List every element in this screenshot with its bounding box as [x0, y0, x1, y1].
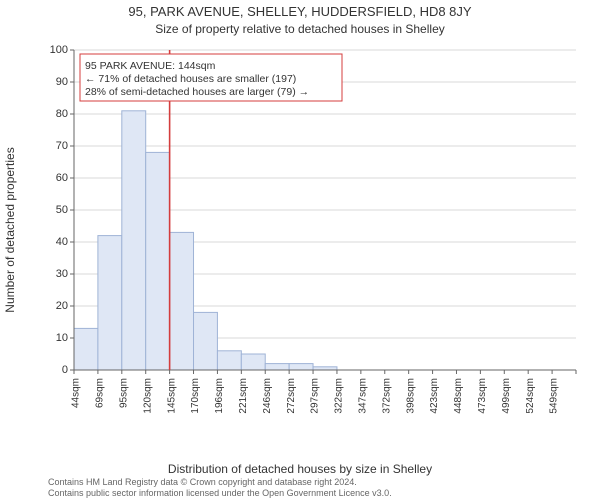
histogram-bar [170, 232, 194, 370]
annotation-line: 28% of semi-detached houses are larger (… [85, 86, 309, 98]
y-tick-label: 90 [56, 76, 68, 88]
histogram-bar [217, 351, 241, 370]
x-tick-label: 120sqm [142, 378, 153, 414]
y-tick-label: 80 [56, 108, 68, 120]
x-tick-label: 448sqm [453, 378, 464, 414]
y-tick-label: 30 [56, 268, 68, 280]
y-axis-label: Number of detached properties [3, 147, 17, 312]
x-tick-label: 297sqm [310, 378, 321, 414]
x-tick-label: 398sqm [405, 378, 416, 414]
chart-plot-area: 0 10 20 30 40 50 60 70 80 90 100 44sqm 69sqm 95sqm 120… [48, 44, 582, 424]
annotation-line: 95 PARK AVENUE: 144sqm [85, 60, 216, 72]
histogram-bar [289, 364, 313, 370]
x-tick-label: 170sqm [190, 378, 201, 414]
y-tick-label: 50 [56, 204, 68, 216]
histogram-svg: 0 10 20 30 40 50 60 70 80 90 100 44sqm 69sqm 95sqm 120… [48, 44, 582, 424]
annotation-line: ← 71% of detached houses are smaller (19… [85, 73, 296, 85]
x-tick-label: 44sqm [71, 378, 82, 408]
histogram-bar [74, 328, 98, 370]
histogram-bar [122, 111, 146, 370]
y-tick-label: 20 [56, 300, 68, 312]
y-tick-label: 60 [56, 172, 68, 184]
x-tick-label: 95sqm [118, 378, 129, 408]
histogram-bar [146, 152, 170, 370]
histogram-bar [194, 312, 218, 370]
x-tick-label: 322sqm [334, 378, 345, 414]
footnote-line-2: Contains public sector information licen… [48, 488, 392, 498]
x-tick-label: 372sqm [381, 378, 392, 414]
footnote-line-1: Contains HM Land Registry data © Crown c… [48, 477, 392, 487]
x-tick-label: 524sqm [525, 378, 536, 414]
x-tick-label: 473sqm [477, 378, 488, 414]
chart-title-main: 95, PARK AVENUE, SHELLEY, HUDDERSFIELD, … [0, 4, 600, 19]
x-tick-label: 347sqm [357, 378, 368, 414]
x-tick-label: 549sqm [549, 378, 560, 414]
histogram-bar [265, 364, 289, 370]
chart-title-sub: Size of property relative to detached ho… [0, 22, 600, 36]
x-axis-label: Distribution of detached houses by size … [0, 462, 600, 476]
x-tick-label: 221sqm [238, 378, 249, 414]
x-tick-label: 69sqm [95, 378, 106, 408]
x-tick-label: 423sqm [429, 378, 440, 414]
x-tick-label: 196sqm [214, 378, 225, 414]
footnote: Contains HM Land Registry data © Crown c… [48, 477, 392, 498]
x-tick-label: 499sqm [501, 378, 512, 414]
y-tick-label: 40 [56, 236, 68, 248]
x-tick-label: 246sqm [262, 378, 273, 414]
y-tick-label: 100 [50, 44, 68, 56]
y-tick-label: 10 [56, 332, 68, 344]
x-tick-label: 145sqm [166, 378, 177, 414]
y-tick-label: 0 [62, 364, 68, 376]
histogram-bar [98, 236, 122, 370]
x-tick-label: 272sqm [286, 378, 297, 414]
histogram-bar [241, 354, 265, 370]
y-tick-label: 70 [56, 140, 68, 152]
